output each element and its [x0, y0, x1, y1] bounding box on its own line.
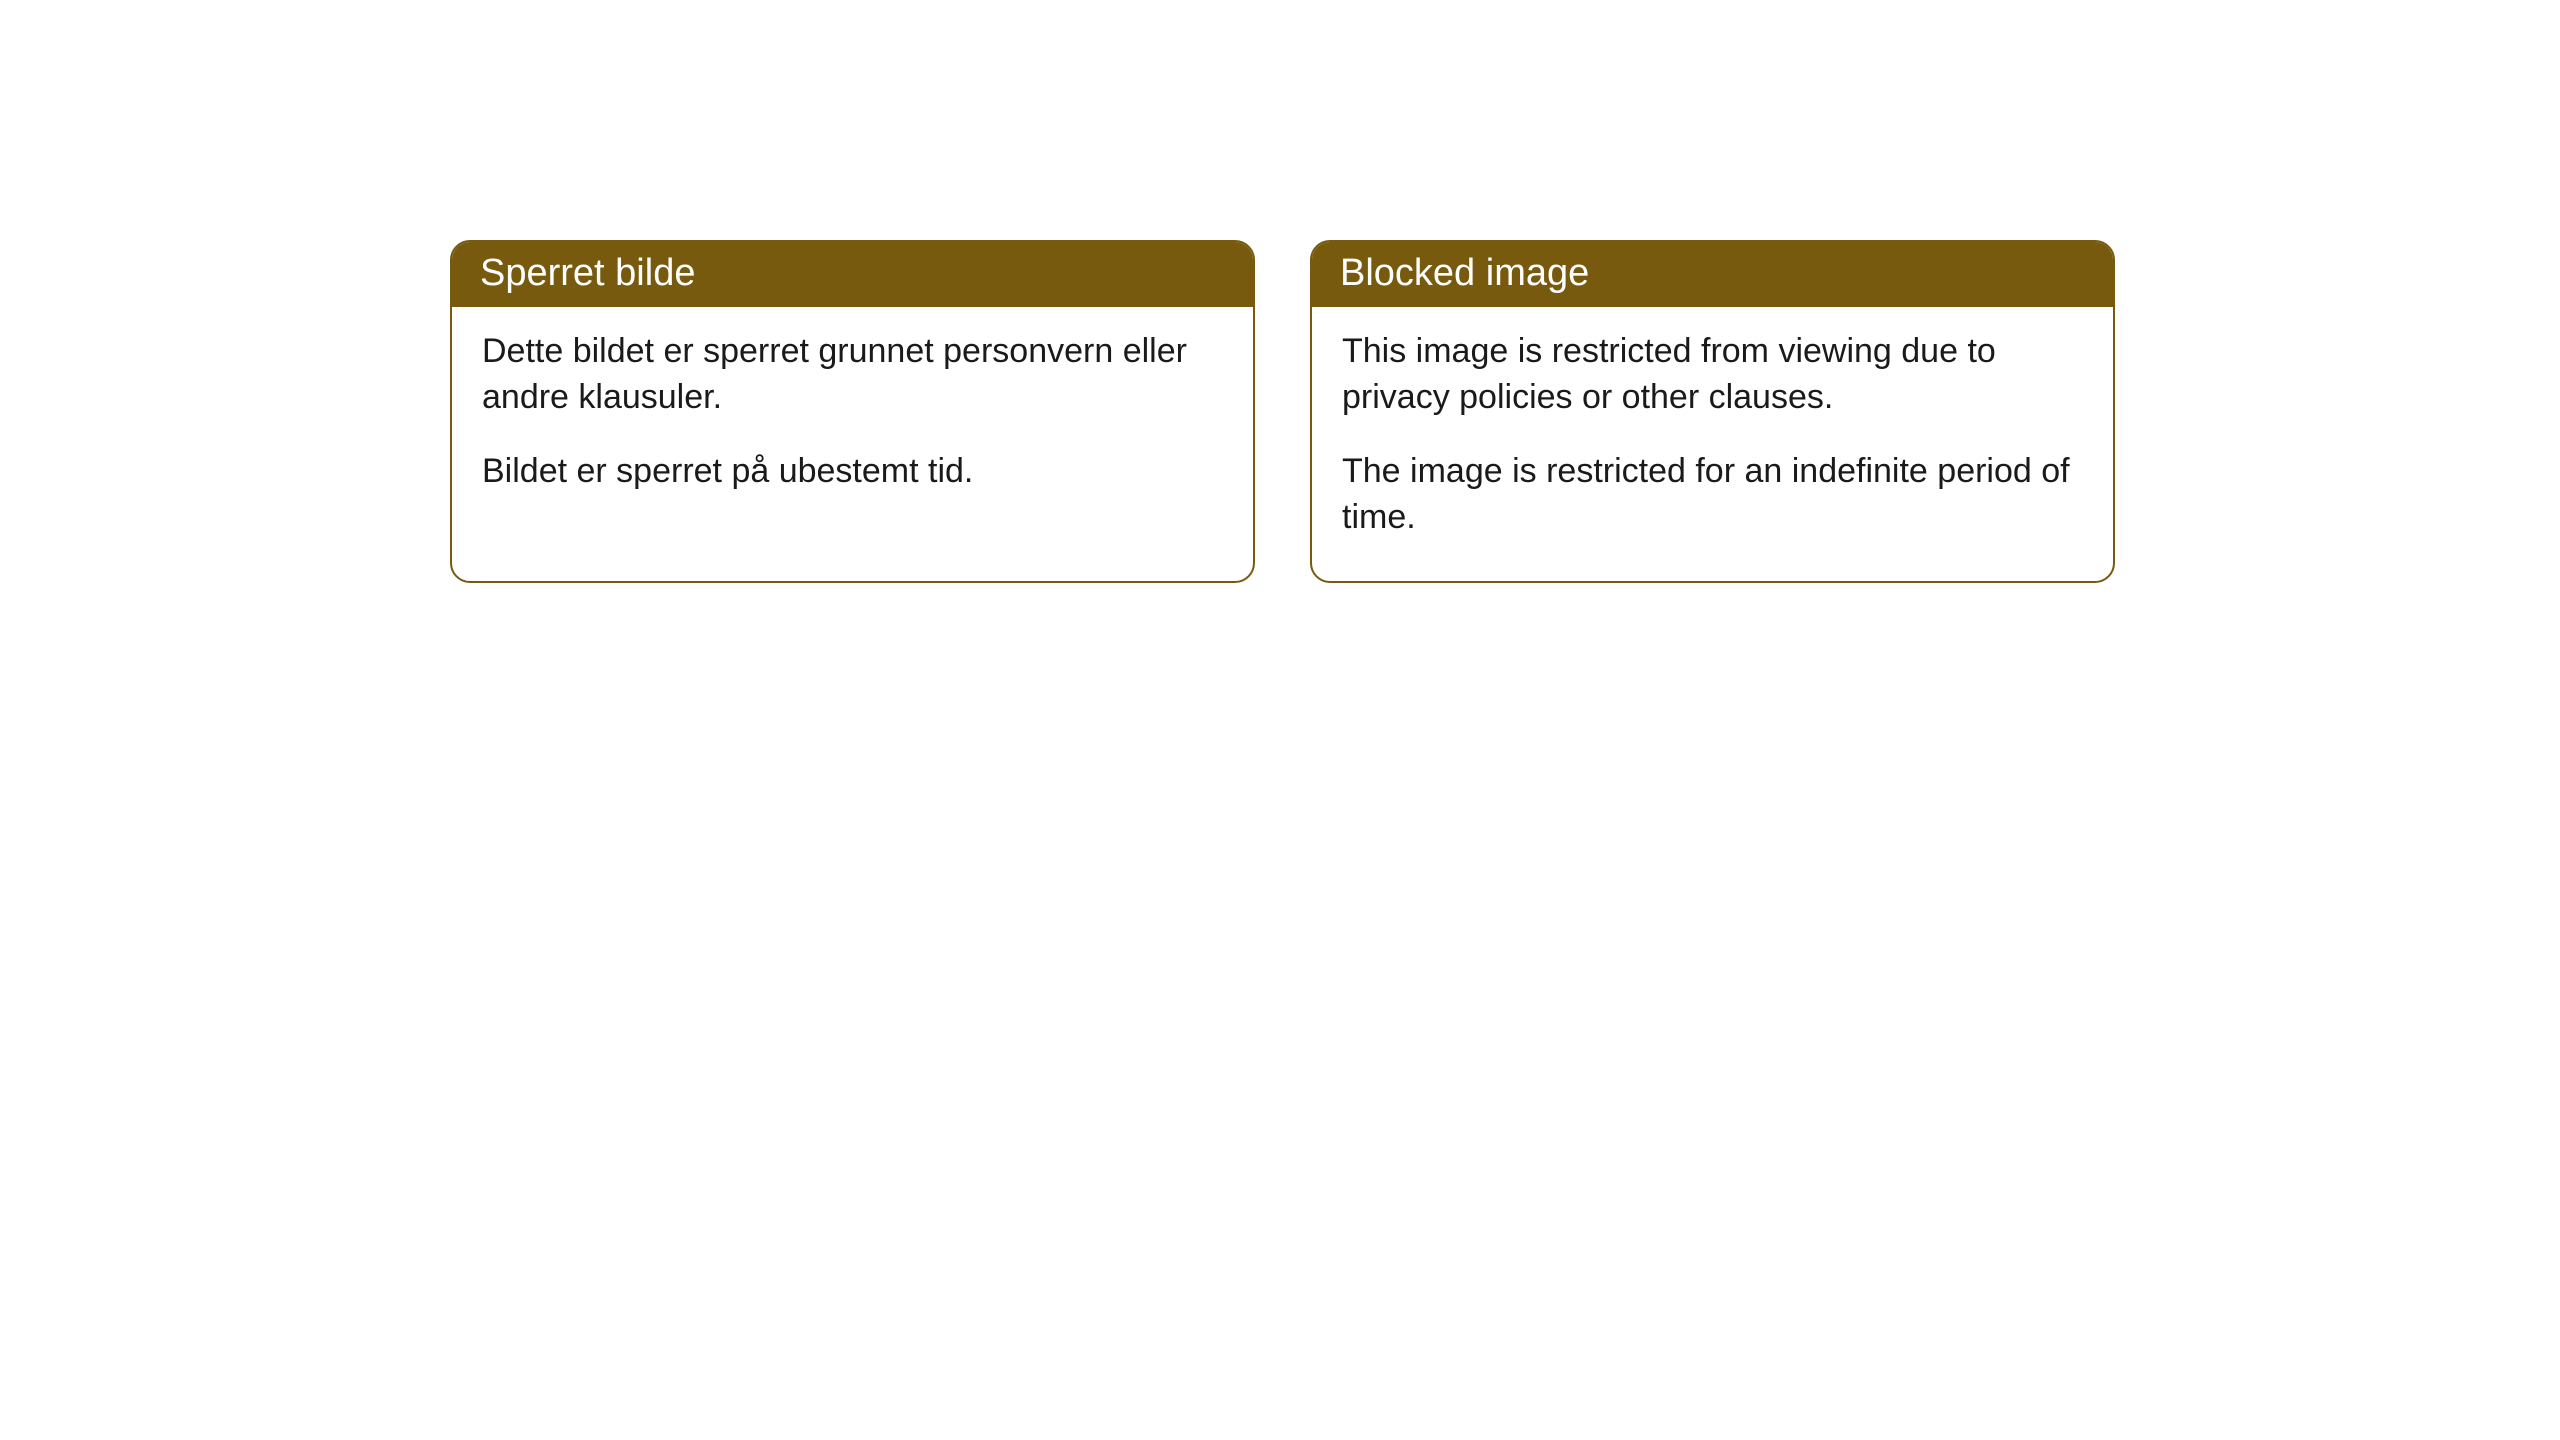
notice-card-norwegian: Sperret bilde Dette bildet er sperret gr…: [450, 240, 1255, 583]
card-body: This image is restricted from viewing du…: [1312, 307, 2113, 581]
notice-container: Sperret bilde Dette bildet er sperret gr…: [450, 240, 2115, 583]
card-paragraph: Dette bildet er sperret grunnet personve…: [482, 329, 1223, 421]
card-paragraph: This image is restricted from viewing du…: [1342, 329, 2083, 421]
card-body: Dette bildet er sperret grunnet personve…: [452, 307, 1253, 535]
card-title: Blocked image: [1312, 242, 2113, 307]
card-title: Sperret bilde: [452, 242, 1253, 307]
card-paragraph: Bildet er sperret på ubestemt tid.: [482, 449, 1223, 495]
notice-card-english: Blocked image This image is restricted f…: [1310, 240, 2115, 583]
card-paragraph: The image is restricted for an indefinit…: [1342, 449, 2083, 541]
